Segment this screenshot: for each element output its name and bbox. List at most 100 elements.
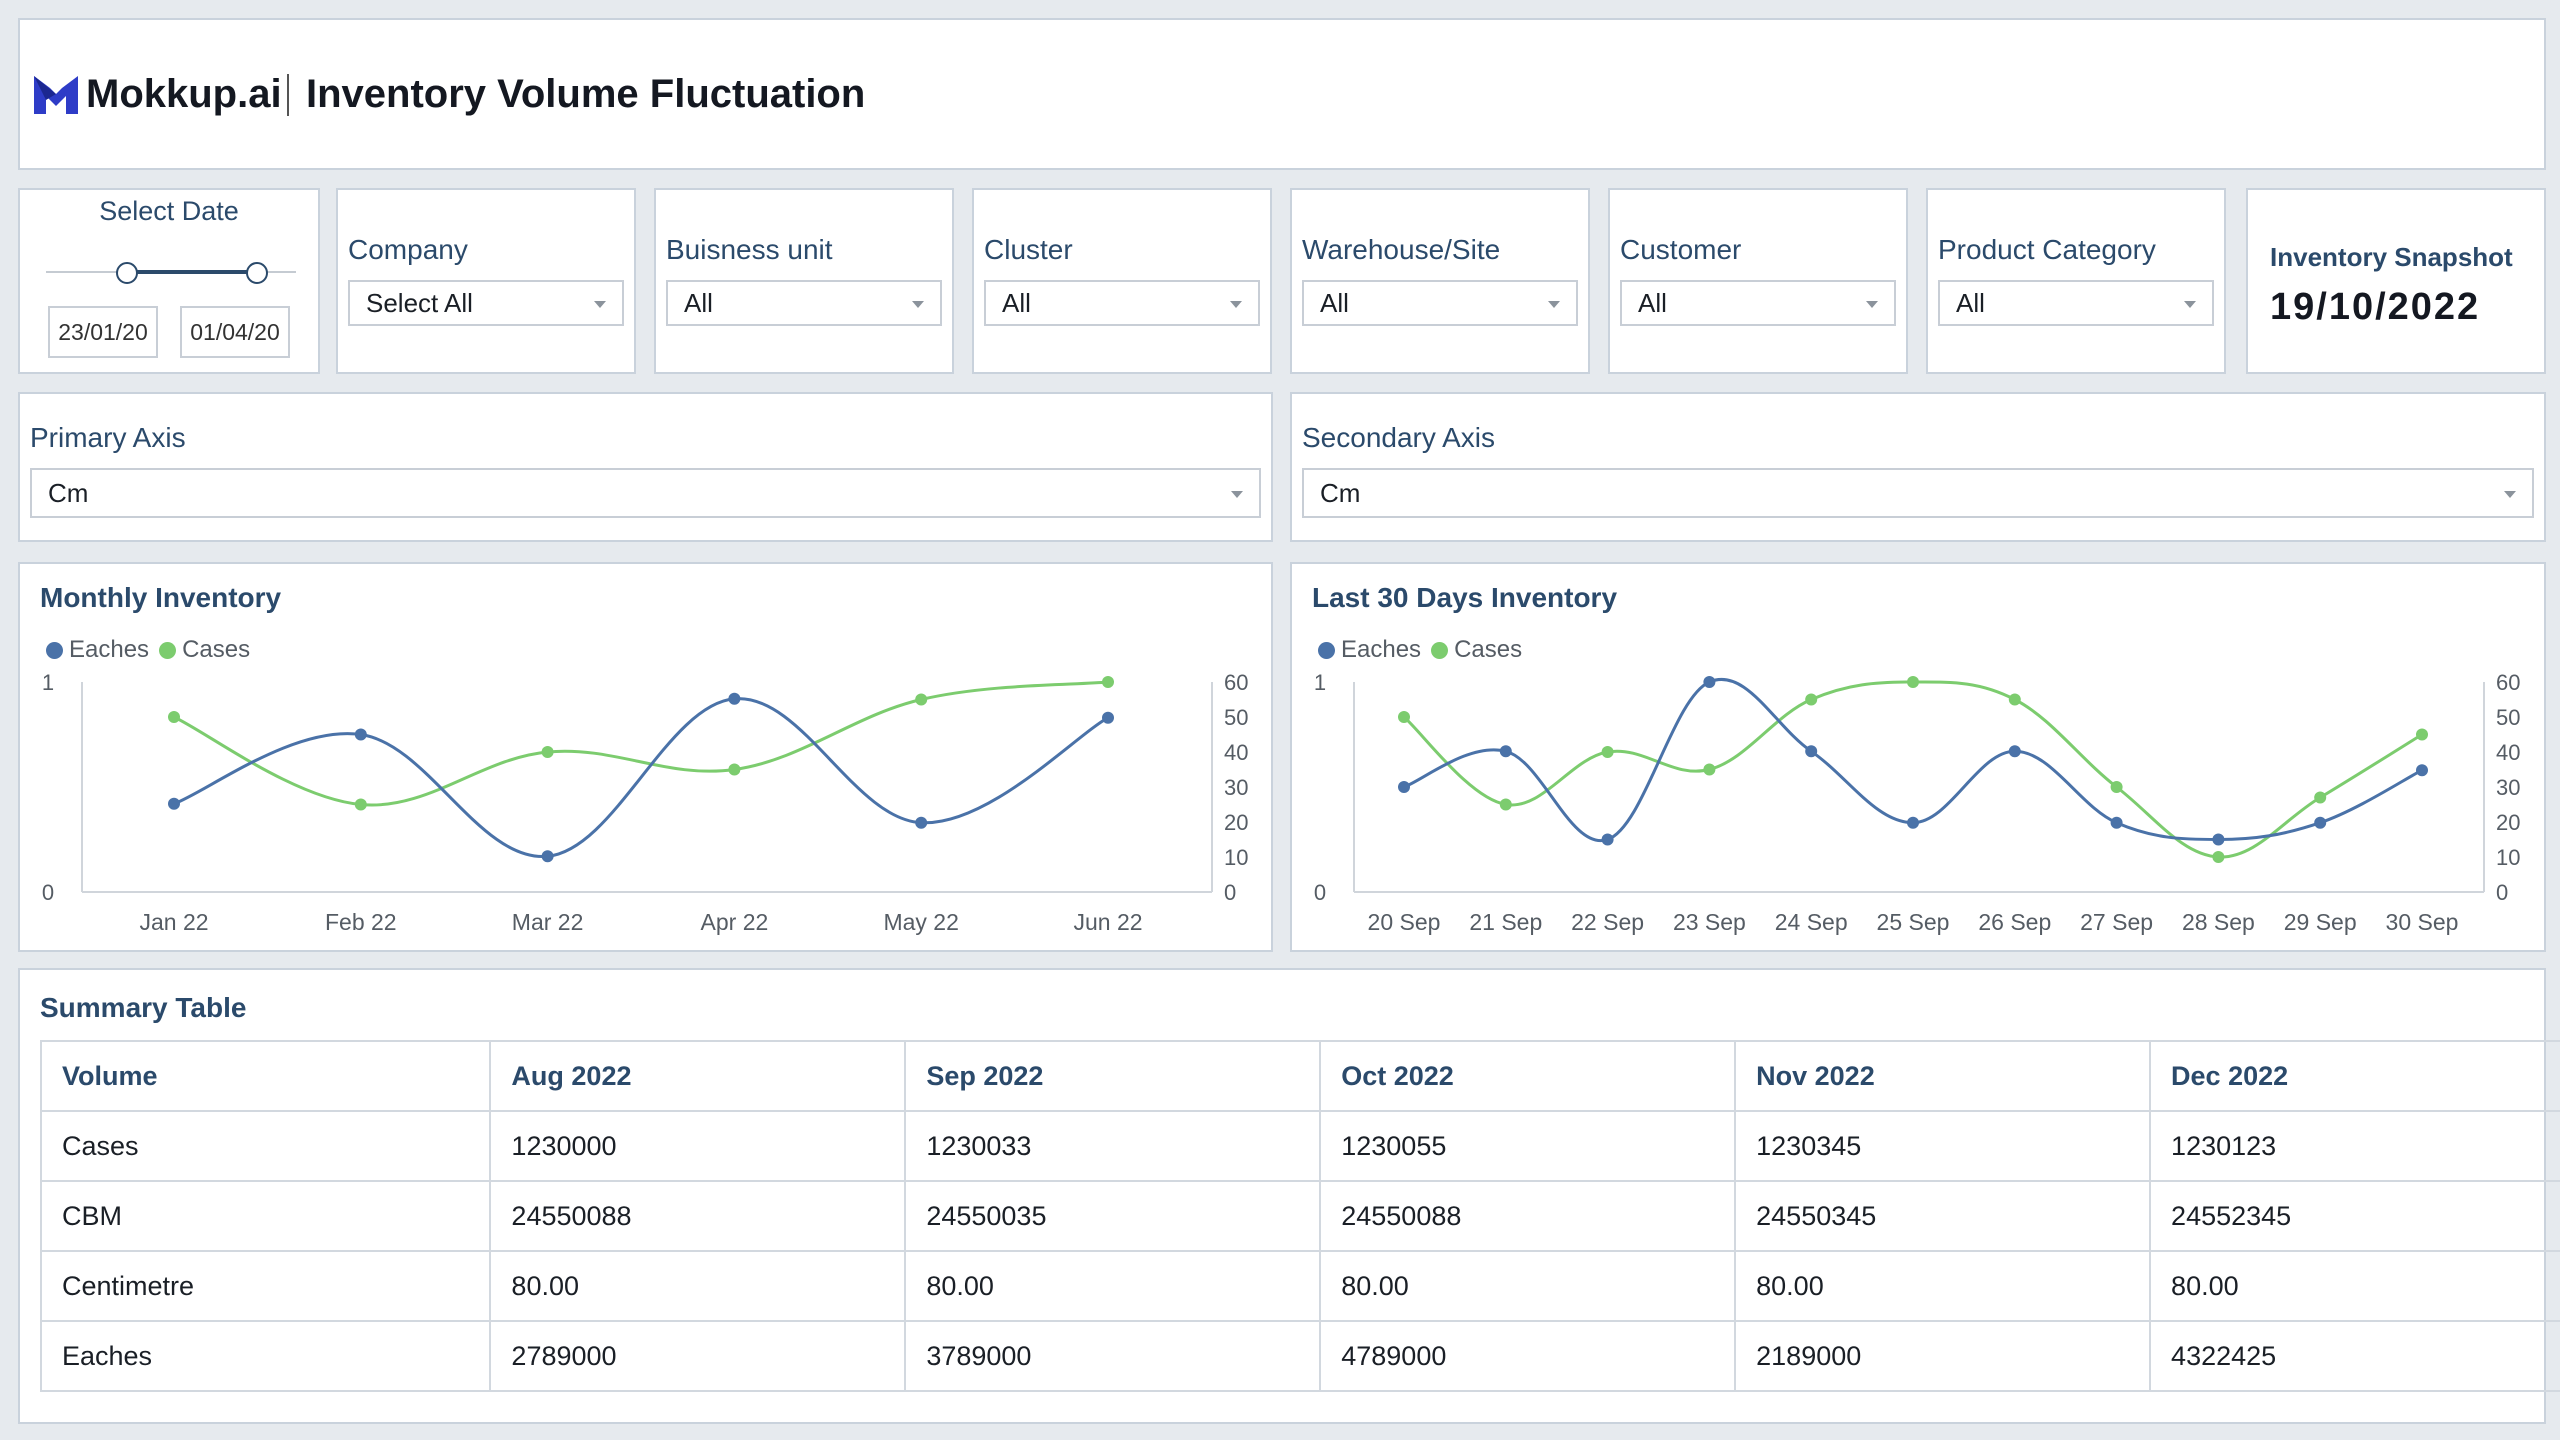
data-point-eaches[interactable] (354, 728, 367, 741)
cluster-dropdown[interactable]: All (984, 280, 1260, 326)
data-point-cases[interactable] (1398, 711, 1410, 723)
data-point-cases[interactable] (2212, 851, 2225, 863)
legend-item-eaches[interactable]: Eaches (46, 636, 149, 664)
chevron-down-icon (594, 301, 606, 308)
y-tick-label-right: 50 (1224, 705, 1248, 730)
legend-item-cases[interactable]: Cases (159, 636, 250, 664)
cases-dot-icon (1431, 641, 1449, 659)
series-line-cases (1403, 680, 2423, 859)
data-point-cases[interactable] (2314, 791, 2327, 804)
data-point-cases[interactable] (2008, 693, 2021, 706)
secondary-axis-dropdown[interactable]: Cm (1302, 468, 2534, 518)
column-header[interactable]: Sep 2022 (904, 1040, 1322, 1112)
secondary-axis-value: Cm (1320, 478, 1361, 508)
data-point-cases[interactable] (354, 798, 367, 811)
x-tick-label: 30 Sep (2386, 909, 2459, 935)
table-cell: Cases (39, 1110, 492, 1182)
x-tick-label: 29 Sep (2284, 909, 2357, 935)
column-header[interactable]: Volume (39, 1040, 492, 1112)
slider-range (126, 270, 250, 274)
data-point-eaches[interactable] (2212, 833, 2225, 846)
table-cell: 4322425 (2149, 1320, 2560, 1392)
business-unit-dropdown[interactable]: All (666, 280, 942, 326)
data-point-eaches[interactable] (2110, 816, 2123, 829)
table-cell: CBM (39, 1180, 492, 1252)
table-cell: 80.00 (2149, 1250, 2560, 1322)
x-tick-label: 23 Sep (1673, 909, 1746, 935)
cluster-filter-card: Cluster All (972, 188, 1272, 374)
x-tick-label: 22 Sep (1571, 909, 1644, 935)
data-point-cases[interactable] (1102, 676, 1114, 688)
data-point-eaches[interactable] (1398, 781, 1410, 793)
company-dropdown[interactable]: Select All (348, 280, 624, 326)
y-tick-label-right: 0 (2496, 880, 2508, 905)
table-cell: 24550088 (1319, 1180, 1737, 1252)
data-point-cases[interactable] (541, 746, 554, 758)
data-point-eaches[interactable] (2314, 816, 2327, 829)
eaches-dot-icon (46, 641, 63, 659)
data-point-eaches[interactable] (2008, 745, 2021, 758)
data-point-cases[interactable] (168, 711, 180, 723)
column-header[interactable]: Dec 2022 (2149, 1040, 2560, 1112)
data-point-eaches[interactable] (728, 692, 741, 705)
table-cell: 3789000 (904, 1320, 1322, 1392)
start-date-input[interactable]: 23/01/20 (48, 306, 158, 358)
customer-dropdown[interactable]: All (1620, 280, 1896, 326)
column-header[interactable]: Aug 2022 (489, 1040, 907, 1112)
product-category-dropdown[interactable]: All (1938, 280, 2214, 326)
date-range-slider[interactable] (46, 262, 296, 284)
slider-start-handle[interactable] (116, 262, 138, 284)
data-point-cases[interactable] (1601, 746, 1614, 758)
end-date-input[interactable]: 01/04/20 (180, 306, 290, 358)
data-point-eaches[interactable] (1102, 711, 1114, 724)
legend-item-cases[interactable]: Cases (1431, 636, 1522, 664)
x-tick-label: 26 Sep (1978, 909, 2051, 935)
data-point-eaches[interactable] (1703, 676, 1716, 688)
data-point-cases[interactable] (1499, 798, 1512, 811)
eaches-dot-icon (1318, 641, 1335, 659)
data-point-eaches[interactable] (168, 797, 180, 810)
data-point-eaches[interactable] (1499, 745, 1512, 758)
business-unit-dropdown-value: All (684, 288, 713, 318)
data-point-cases[interactable] (1703, 763, 1716, 776)
table-cell: 1230123 (2149, 1110, 2560, 1182)
warehouse-dropdown[interactable]: All (1302, 280, 1578, 326)
y-tick-label-left: 1 (42, 670, 54, 695)
snapshot-value: 19/10/2022 (2270, 286, 2481, 328)
data-point-eaches[interactable] (2416, 764, 2428, 777)
y-tick-label-right: 0 (1224, 880, 1236, 905)
data-point-eaches[interactable] (1601, 833, 1614, 846)
primary-axis-value: Cm (48, 478, 89, 508)
data-point-eaches[interactable] (915, 816, 928, 829)
cases-dot-icon (159, 641, 177, 659)
data-point-eaches[interactable] (1907, 816, 1919, 829)
data-point-eaches[interactable] (541, 850, 554, 863)
primary-axis-dropdown[interactable]: Cm (30, 468, 1261, 518)
data-point-cases[interactable] (2416, 728, 2428, 741)
cluster-dropdown-value: All (1002, 288, 1031, 318)
data-point-cases[interactable] (2110, 781, 2123, 793)
company-filter-label: Company (348, 234, 468, 265)
table-cell: 24550088 (489, 1180, 907, 1252)
column-header[interactable]: Oct 2022 (1319, 1040, 1737, 1112)
summary-table-card: Summary Table Volume Aug 2022 Sep 2022 O… (18, 968, 2560, 1424)
warehouse-filter-card: Warehouse/Site All (1290, 188, 1590, 374)
y-tick-label-right: 50 (2496, 705, 2520, 730)
legend-item-eaches[interactable]: Eaches (1318, 636, 1421, 664)
data-point-cases[interactable] (1907, 676, 1919, 688)
monthly-inventory-card: Monthly Inventory Eaches Cases 1 0 60 50 40 3… (18, 562, 1273, 952)
column-header[interactable]: Nov 2022 (1734, 1040, 2152, 1112)
data-point-eaches[interactable] (1805, 745, 1818, 758)
slider-end-handle[interactable] (246, 262, 268, 284)
data-point-cases[interactable] (728, 763, 741, 776)
legend-label-eaches: Eaches (69, 636, 150, 663)
data-point-cases[interactable] (1805, 693, 1818, 706)
x-tick-label: 28 Sep (2182, 909, 2255, 935)
legend-label-cases: Cases (182, 636, 251, 663)
monthly-legend: Eaches Cases (46, 636, 260, 664)
y-tick-label-right: 10 (2496, 845, 2520, 870)
warehouse-filter-label: Warehouse/Site (1302, 234, 1501, 265)
chevron-down-icon (1866, 301, 1878, 308)
data-point-cases[interactable] (915, 693, 928, 706)
